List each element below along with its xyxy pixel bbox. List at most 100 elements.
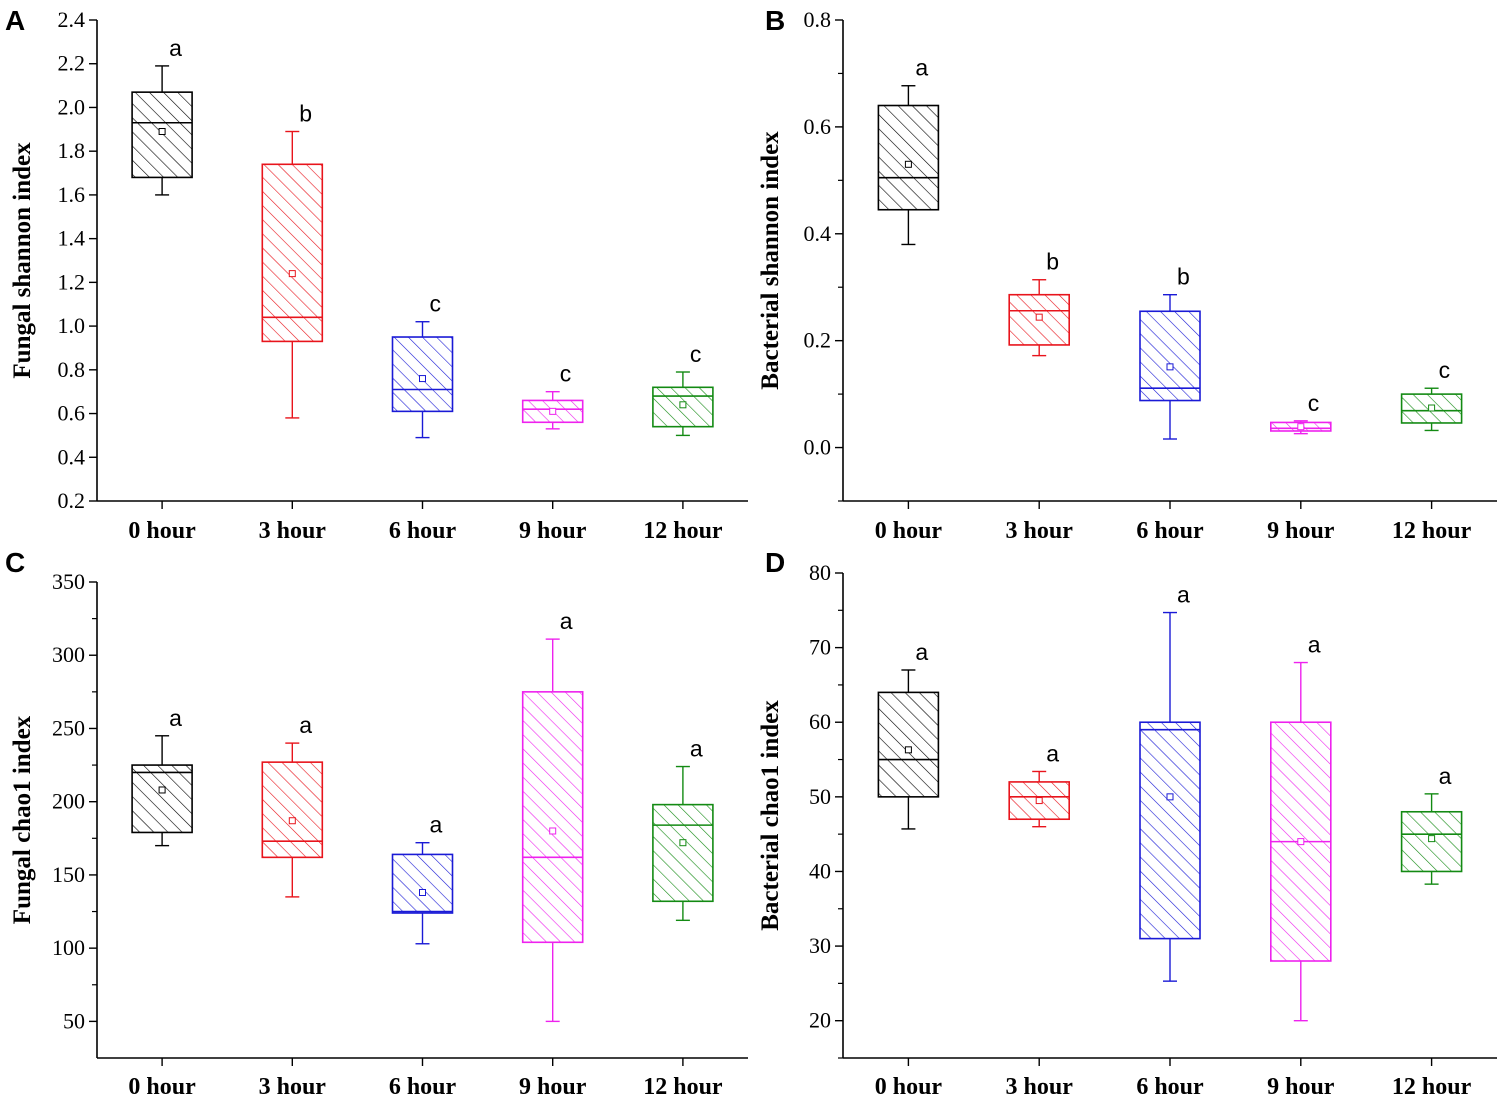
y-axis-title: Bacterial shannon index [757,131,784,390]
x-tick-label: 12 hour [1392,518,1472,544]
box-iqr [131,764,193,834]
mean-marker [549,407,557,415]
box-iqr [261,163,324,343]
y-axis-title: Fungal chao1 index [9,715,36,924]
panel-c: 50 100 150 200 250 300 350 0 hour 3 hour 6 hour 9 … [5,547,748,1100]
x-tick-label: 6 hour [1136,1074,1204,1100]
y-tick-label: 100 [52,935,85,960]
significance-letter: b [1046,249,1059,275]
significance-letter: a [169,35,182,61]
y-tick-label: 150 [52,862,85,887]
significance-letter: c [430,291,442,317]
x-tick-label: 9 hour [1267,518,1335,544]
significance-letter: c [1439,357,1451,383]
significance-letter: b [1177,264,1190,290]
box-0: a [131,35,193,196]
y-tick-label: 0.2 [804,328,832,353]
box-3: a [521,608,584,1023]
y-tick-label: 250 [52,715,85,740]
x-tick-label: 3 hour [259,1074,327,1100]
significance-letter: c [1308,390,1320,416]
box-iqr [391,336,454,413]
y-axis-title: Bacterial chao1 index [757,700,784,931]
box-iqr [391,853,454,914]
x-tick-label: 3 hour [1006,1074,1074,1100]
y-tick-label: 50 [63,1008,85,1033]
box-4: c [1400,357,1463,432]
box-3: c [1270,390,1332,435]
significance-letter: a [430,812,443,838]
mean-marker [549,827,557,835]
panel-letter: A [5,5,25,36]
box-2: a [1139,582,1201,982]
y-tick-label: 0.6 [58,401,86,426]
x-tick-label: 9 hour [519,1074,587,1100]
y-tick-label: 2.2 [58,51,86,76]
y-tick-label: 0.4 [804,221,832,246]
mean-marker [1166,793,1174,801]
x-tick-label: 12 hour [643,1074,723,1100]
box-2: a [391,812,454,945]
box-0: a [877,55,940,246]
mean-marker [1428,835,1436,843]
mean-marker [288,270,296,278]
box-3: c [521,361,584,430]
box-2: b [1139,264,1201,440]
box-1: a [1008,740,1071,828]
x-tick-label: 3 hour [1006,518,1074,544]
y-tick-label: 1.0 [58,313,86,338]
significance-letter: c [560,361,572,387]
mean-marker [679,401,687,409]
panel-a: 0.2 0.4 0.6 0.8 1.0 1.2 1.4 1.6 1.8 2.0 2.2 2.4 0 ho… [5,5,748,544]
box-iqr [1139,721,1201,940]
panel-b: 0.0 0.2 0.4 0.6 0.8 0 hour 3 hour 6 hour 9 hour 1… [757,5,1497,544]
y-tick-label: 2.0 [58,94,86,119]
mean-marker [679,839,687,847]
significance-letter: a [1308,632,1321,658]
significance-letter: a [560,608,573,634]
significance-letter: a [915,639,928,665]
significance-letter: a [169,705,182,731]
panel-letter: D [765,547,785,578]
mean-marker [1297,423,1305,431]
box-iqr [521,691,584,944]
y-axis-title: Fungal shannon index [9,142,36,379]
y-tick-label: 0.2 [58,488,86,513]
box-1: b [261,101,324,419]
significance-letter: c [690,341,702,367]
mean-marker [288,817,296,825]
panel-letter: B [765,5,785,36]
y-tick-label: 60 [809,709,831,734]
y-tick-label: 300 [52,642,85,667]
mean-marker [158,128,166,136]
significance-letter: a [1439,763,1452,789]
y-tick-label: 1.4 [58,226,86,251]
significance-letter: a [1177,582,1190,608]
y-tick-label: 200 [52,789,85,814]
x-tick-label: 0 hour [875,1074,943,1100]
y-tick-label: 0.0 [804,435,832,460]
mean-marker [1035,797,1043,805]
box-2: c [391,291,454,439]
y-tick-label: 2.4 [58,7,86,32]
y-tick-label: 1.8 [58,138,86,163]
box-4: a [652,736,714,922]
box-1: b [1008,249,1071,357]
box-iqr [652,803,714,903]
y-tick-label: 80 [809,560,831,585]
mean-marker [904,160,912,168]
box-iqr [877,691,940,798]
y-tick-label: 0.6 [804,114,832,139]
panel-d: 20 30 40 50 60 70 80 0 hour 3 hour 6 hour 9 hour 12… [757,547,1497,1100]
y-tick-label: 350 [52,569,85,594]
panel-letter: C [5,547,25,578]
y-tick-label: 20 [809,1008,831,1033]
y-tick-label: 40 [809,858,831,883]
mean-marker [1297,838,1305,846]
box-4: c [652,341,714,437]
y-tick-label: 0.4 [58,444,86,469]
significance-letter: a [915,55,928,81]
x-tick-label: 0 hour [128,518,196,544]
x-tick-label: 6 hour [389,518,457,544]
